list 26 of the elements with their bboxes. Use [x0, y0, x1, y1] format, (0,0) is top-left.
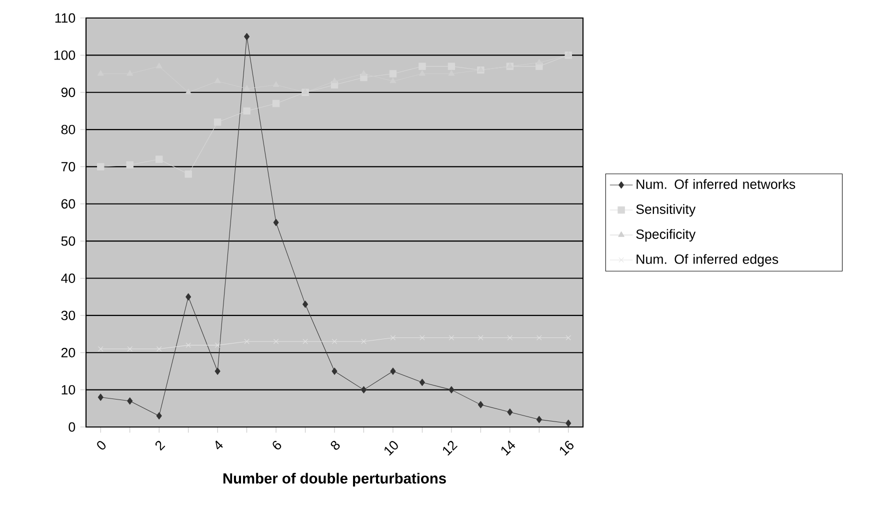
x-tick-label: 8 — [330, 440, 340, 450]
x-tick-label: 16 — [560, 440, 574, 456]
legend-label: Specificity — [636, 229, 696, 242]
y-tick-label: 0 — [68, 422, 76, 432]
y-tick-label: 20 — [61, 348, 76, 358]
y-tick-label: 110 — [55, 13, 76, 23]
y-tick-label: 70 — [61, 162, 76, 172]
y-tick-label: 80 — [61, 124, 76, 134]
legend-label: Num. Of inferred networks — [636, 179, 796, 189]
x-tick-label: 6 — [272, 440, 282, 450]
x-tick-label: 12 — [443, 440, 458, 456]
x-tick-label: 10 — [384, 441, 398, 456]
y-tick-label: 100 — [54, 50, 76, 60]
x-tick-label: 2 — [155, 440, 166, 451]
y-tick-label: 90 — [61, 88, 76, 98]
y-tick-label: 50 — [61, 236, 76, 246]
x-tick-label: 4 — [216, 440, 223, 450]
legend-label: Sensitivity — [636, 204, 696, 217]
y-tick-label: 30 — [61, 310, 76, 320]
x-tick-label: 14 — [501, 440, 516, 456]
x-tick-label: 0 — [97, 441, 106, 450]
legend-label: Num. Of inferred edges — [636, 254, 778, 267]
y-tick-label: 10 — [62, 385, 76, 395]
x-axis-title: Number of double perturbations — [223, 472, 446, 486]
y-tick-label: 40 — [61, 274, 76, 283]
y-tick-label: 60 — [61, 199, 76, 209]
